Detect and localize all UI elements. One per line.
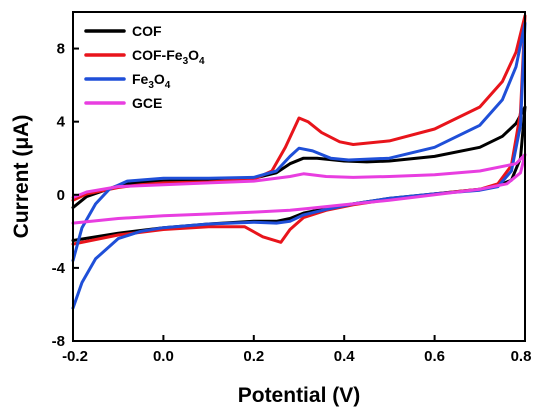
y-tick-label: 8: [57, 41, 65, 58]
plot-frame: [72, 11, 526, 342]
legend-label-3: GCE: [132, 95, 162, 111]
x-tick-label: 0.2: [243, 348, 264, 365]
x-tick-label: 0.0: [153, 348, 174, 365]
x-tick-label: 0.4: [334, 348, 356, 365]
x-tick-label: 0.8: [511, 348, 532, 365]
legend: COF COF-Fe3O4 Fe3O4 GCE: [84, 23, 205, 111]
legend-label-2: Fe3O4: [132, 71, 171, 91]
y-tick-label: -4: [52, 260, 66, 277]
x-axis-label: Potential (V): [238, 384, 361, 407]
y-tick-label: -8: [52, 333, 65, 350]
series-line-1: [71, 14, 527, 246]
series-line-3: [71, 153, 527, 225]
y-tick-label: 0: [57, 187, 65, 204]
x-tick-label: 0.6: [424, 348, 445, 365]
x-tick-label: -0.2: [62, 348, 88, 365]
y-tick-label: 4: [57, 114, 66, 131]
y-axis-label: Current (μA): [10, 115, 33, 239]
series-line-2: [71, 21, 527, 310]
ticks-layer: -0.2 0.0 0.2 0.4 0.6 0.8 -8 -4 0 4 8: [52, 41, 532, 365]
legend-label-0: COF: [132, 23, 162, 39]
legend-label-1: COF-Fe3O4: [132, 47, 205, 67]
